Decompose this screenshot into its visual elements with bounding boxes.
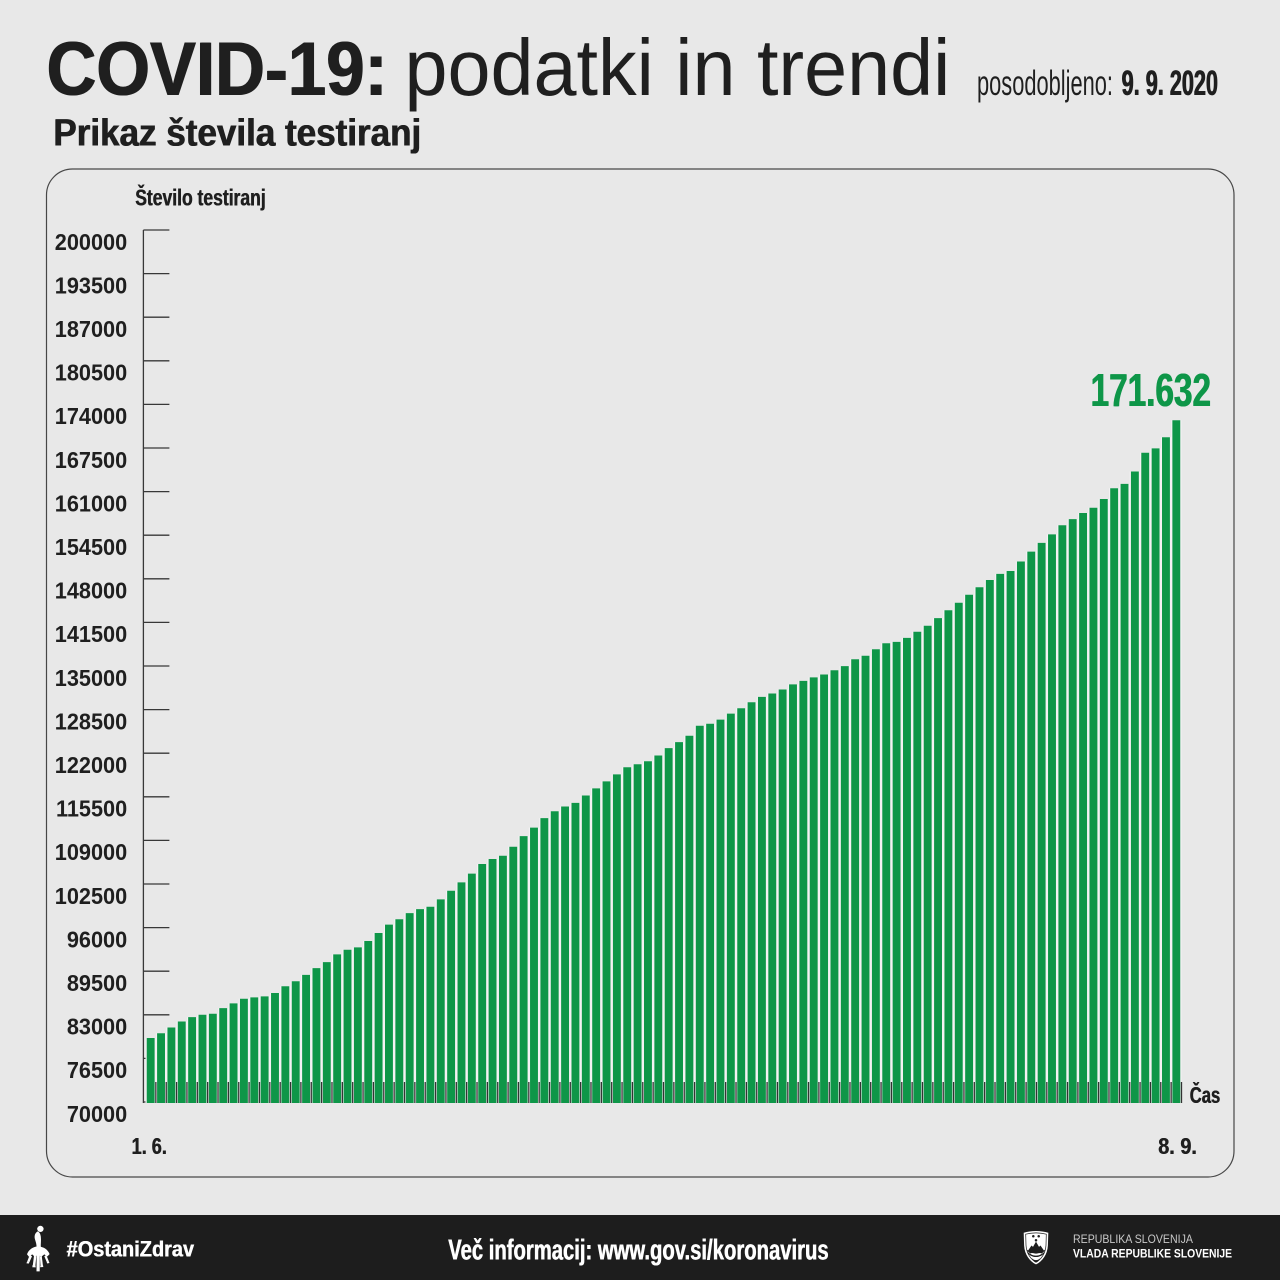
- svg-text:128500: 128500: [55, 709, 127, 735]
- svg-text:Prikaz števila testiranj: Prikaz števila testiranj: [54, 111, 422, 154]
- svg-text:171.632: 171.632: [1090, 365, 1210, 417]
- svg-text:Več informacij: www.gov.si/kor: Več informacij: www.gov.si/koronavirus: [448, 1235, 828, 1266]
- svg-text:171.632: 171.632: [1091, 365, 1211, 417]
- svg-text:193500: 193500: [55, 273, 127, 299]
- svg-text:135000: 135000: [55, 665, 127, 691]
- svg-text:1. 6.: 1. 6.: [131, 1134, 166, 1160]
- svg-text:8. 9.: 8. 9.: [1159, 1132, 1198, 1159]
- svg-text:141500: 141500: [55, 622, 127, 648]
- svg-text:Število testiranj: Število testiranj: [136, 184, 266, 211]
- svg-text:148000: 148000: [55, 578, 127, 604]
- svg-text:70000: 70000: [67, 1101, 127, 1127]
- svg-text:200000: 200000: [55, 229, 127, 255]
- svg-text:Prikaz števila testiranj: Prikaz števila testiranj: [53, 111, 421, 154]
- svg-text:REPUBLIKA SLOVENIJA: REPUBLIKA SLOVENIJA: [1073, 1233, 1193, 1246]
- svg-text:#OstaniZdrav: #OstaniZdrav: [67, 1237, 195, 1261]
- svg-text:76500: 76500: [67, 1058, 127, 1084]
- svg-text:174000: 174000: [55, 404, 127, 430]
- svg-text:posodobljeno:: posodobljeno:: [977, 65, 1113, 103]
- svg-text:187000: 187000: [55, 316, 127, 342]
- svg-text:9. 9. 2020: 9. 9. 2020: [1121, 65, 1217, 103]
- svg-text:115500: 115500: [56, 796, 127, 822]
- svg-text:Čas: Čas: [1190, 1081, 1220, 1109]
- svg-text:Čas: Čas: [1190, 1081, 1220, 1109]
- svg-text:Več informacij: www.gov.si/kor: Več informacij: www.gov.si/koronavirus: [449, 1235, 829, 1266]
- svg-text:161000: 161000: [55, 491, 127, 517]
- svg-text:102500: 102500: [55, 883, 127, 909]
- svg-text:9. 9. 2020: 9. 9. 2020: [1122, 65, 1218, 103]
- svg-text:109000: 109000: [55, 840, 127, 866]
- svg-text:VLADA REPUBLIKE SLOVENIJE: VLADA REPUBLIKE SLOVENIJE: [1073, 1248, 1232, 1261]
- svg-text:167500: 167500: [55, 447, 127, 473]
- svg-text:COVID-19:: COVID-19:: [46, 27, 387, 112]
- svg-text:1. 6.: 1. 6.: [132, 1134, 167, 1160]
- svg-text:Število testiranj: Število testiranj: [135, 184, 265, 211]
- svg-text:#OstaniZdrav: #OstaniZdrav: [66, 1237, 194, 1261]
- svg-text:COVID-19:: COVID-19:: [47, 27, 388, 112]
- svg-text:83000: 83000: [67, 1014, 127, 1040]
- svg-text:180500: 180500: [55, 360, 127, 386]
- svg-text:96000: 96000: [67, 927, 127, 953]
- svg-text:154500: 154500: [55, 534, 127, 560]
- svg-text:podatki in trendi: podatki in trendi: [405, 23, 951, 112]
- svg-text:8. 9.: 8. 9.: [1158, 1132, 1197, 1159]
- svg-text:122000: 122000: [55, 752, 127, 778]
- svg-text:89500: 89500: [67, 970, 127, 996]
